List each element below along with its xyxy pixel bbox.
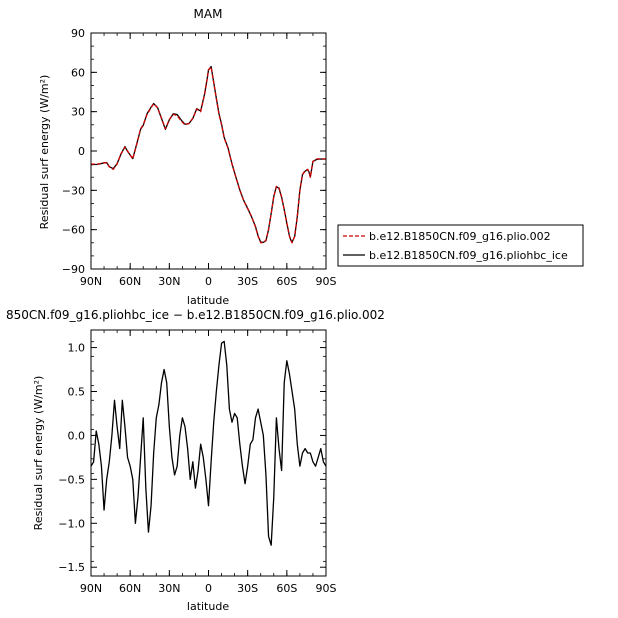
bottom-ytick-label: 1.0: [68, 342, 86, 355]
bottom-chart-title: 850CN.f09_g16.pliohbc_ice − b.e12.B1850C…: [6, 308, 385, 322]
bottom-panel: 850CN.f09_g16.pliohbc_ice − b.e12.B1850C…: [6, 308, 385, 613]
bottom-series-line-1: [90, 340, 327, 546]
top-chart-ticks: 90N 60N 30N 0 30S 60S 90S −90 −60 −30 0 30 60 90: [62, 27, 337, 288]
bottom-chart-ticks: 90N 60N 30N 0 30S 60S 90S −1.5 −1.0 −0.5 0.0 0.5 1.0: [58, 330, 337, 595]
bottom-xtick-label: 60N: [119, 582, 141, 595]
legend-label-series-1: b.e12.B1850CN.f09_g16.plio.002: [369, 230, 551, 243]
bottom-xtick-label: 90S: [316, 582, 337, 595]
top-xtick-label: 60S: [276, 275, 297, 288]
top-xtick-label: 90S: [316, 275, 337, 288]
bottom-ytick-label: −1.0: [58, 517, 85, 530]
bottom-ytick-label: 0.5: [68, 386, 86, 399]
top-ytick-label: −60: [62, 224, 85, 237]
bottom-xtick-label: 30N: [158, 582, 180, 595]
top-series-line-2: [90, 65, 327, 244]
bottom-xtick-label: 30S: [237, 582, 258, 595]
top-xtick-label: 30S: [237, 275, 258, 288]
bottom-chart-frame: [90, 329, 327, 577]
bottom-xtick-label: 60S: [276, 582, 297, 595]
bottom-xtick-label: 0: [205, 582, 212, 595]
top-ytick-label: 30: [71, 106, 85, 119]
bottom-xtick-label: 90N: [80, 582, 102, 595]
top-ytick-label: 0: [78, 145, 85, 158]
top-xtick-label: 0: [205, 275, 212, 288]
top-ytick-label: −90: [62, 263, 85, 276]
top-ytick-label: 60: [71, 66, 85, 79]
bottom-ytick-label: −0.5: [58, 473, 85, 486]
top-xtick-label: 90N: [80, 275, 102, 288]
top-chart-ylabel: Residual surf energy (W/m²): [38, 75, 51, 230]
legend-label-series-2: b.e12.B1850CN.f09_g16.pliohbc_ice: [369, 249, 568, 262]
bottom-chart-series: [90, 340, 327, 546]
legend: b.e12.B1850CN.f09_g16.plio.002 b.e12.B18…: [337, 224, 584, 267]
top-chart-title: MAM: [194, 7, 223, 21]
top-ytick-label: 90: [71, 27, 85, 40]
legend-box: [337, 224, 584, 267]
top-ytick-label: −30: [62, 184, 85, 197]
top-chart-xlabel: latitude: [187, 294, 229, 307]
top-xtick-label: 60N: [119, 275, 141, 288]
top-series-line-1: [91, 66, 326, 244]
bottom-ytick-label: −1.5: [58, 561, 85, 574]
top-panel: MAM 90N 60N 30N 0 30S 60S 90S−90−60−300306090 …: [38, 7, 337, 307]
top-xtick-label: 30N: [158, 275, 180, 288]
bottom-chart-xlabel: latitude: [187, 600, 229, 613]
top-chart-series: [90, 65, 327, 244]
top-chart-frame: [90, 32, 327, 270]
bottom-ytick-label: 0.0: [68, 429, 86, 442]
bottom-chart-ylabel: Residual surf energy (W/m²): [32, 376, 45, 531]
